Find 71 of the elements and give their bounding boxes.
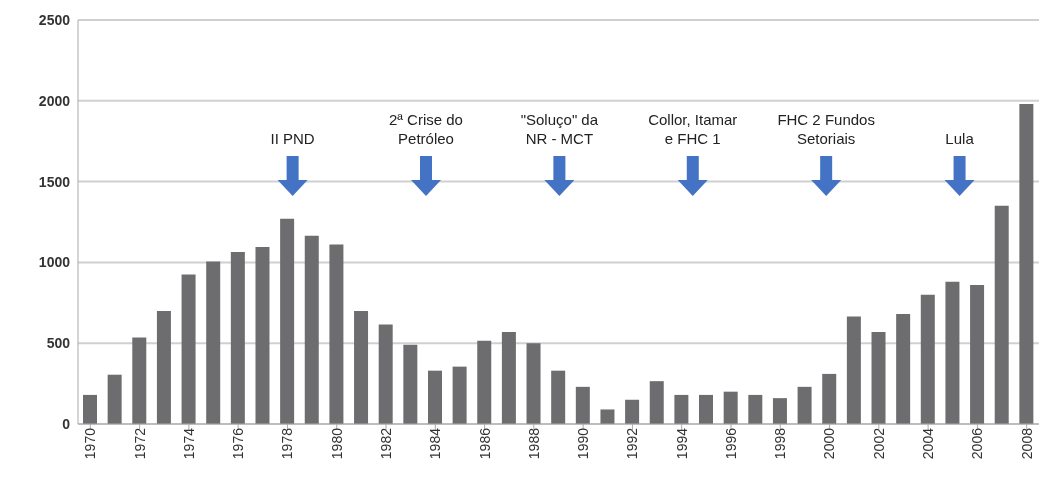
y-tick-label: 0 (62, 415, 71, 432)
bar (230, 251, 245, 424)
bar (378, 324, 393, 424)
x-tick-label: 1986 (476, 427, 493, 460)
bar (994, 205, 1009, 424)
bar (501, 331, 516, 424)
bar (280, 218, 295, 424)
x-tick-label: 1972 (131, 427, 148, 460)
x-tick-label: 2008 (1018, 427, 1035, 460)
bar (206, 261, 221, 424)
bar (132, 337, 147, 424)
y-tick-label: 2000 (38, 92, 71, 109)
y-tick-label: 1000 (38, 254, 71, 271)
bar (649, 381, 664, 424)
bar (674, 394, 689, 424)
x-tick-label: 1978 (279, 427, 296, 460)
x-tick-label: 1990 (575, 427, 592, 460)
bar (329, 244, 344, 424)
annotation: "Soluço" da NR - MCT (520, 111, 599, 147)
x-tick-label: 1974 (180, 427, 197, 460)
annotation: II PND (270, 130, 315, 147)
x-tick-label: 1976 (230, 427, 247, 460)
x-tick-label: 2002 (870, 427, 887, 460)
bar (871, 331, 886, 424)
bar (1019, 104, 1034, 424)
bar (575, 386, 590, 424)
bar (723, 391, 738, 424)
x-tick-label: 1970 (82, 427, 99, 460)
bar (896, 314, 911, 424)
x-tick-label: 1980 (328, 427, 345, 460)
bar (156, 310, 171, 424)
x-tick-label: 1992 (624, 427, 641, 460)
x-tick-label: 2004 (920, 427, 937, 460)
bar (920, 294, 935, 424)
bar (427, 370, 442, 424)
x-tick-label: 1982 (377, 427, 394, 460)
bar (526, 343, 541, 424)
y-tick-label: 1500 (38, 173, 71, 190)
bar (748, 394, 763, 424)
bar (107, 374, 122, 424)
bar (354, 310, 369, 424)
y-tick-label: 2500 (38, 11, 71, 28)
bar (255, 247, 270, 424)
annotation: Collor, Itamar e FHC 1 (648, 111, 738, 147)
annotation: FHC 2 Fundos Setoriais (777, 111, 875, 147)
bar (600, 409, 615, 424)
bar (304, 235, 319, 424)
annotation: 2ª Crise do Petróleo (389, 111, 463, 147)
bar (551, 370, 566, 424)
x-tick-label: 1988 (525, 427, 542, 460)
bar (699, 394, 714, 424)
x-tick-label: 1998 (772, 427, 789, 460)
bar (797, 386, 812, 424)
bar (846, 316, 861, 424)
bar (83, 394, 97, 424)
bar (945, 281, 960, 424)
bar (970, 285, 985, 424)
x-tick-label: 1994 (673, 427, 690, 460)
bar (403, 344, 418, 424)
annotation: Lula (945, 130, 975, 147)
x-tick-label: 2000 (821, 427, 838, 460)
x-tick-label: 1984 (427, 427, 444, 460)
bar (772, 398, 787, 424)
bar (452, 366, 467, 424)
bar (822, 373, 837, 424)
y-tick-label: 500 (46, 335, 71, 352)
bar (477, 340, 492, 424)
bar (625, 399, 640, 424)
bar (181, 274, 196, 424)
x-tick-label: 1996 (722, 427, 739, 460)
x-tick-label: 2006 (969, 427, 986, 460)
